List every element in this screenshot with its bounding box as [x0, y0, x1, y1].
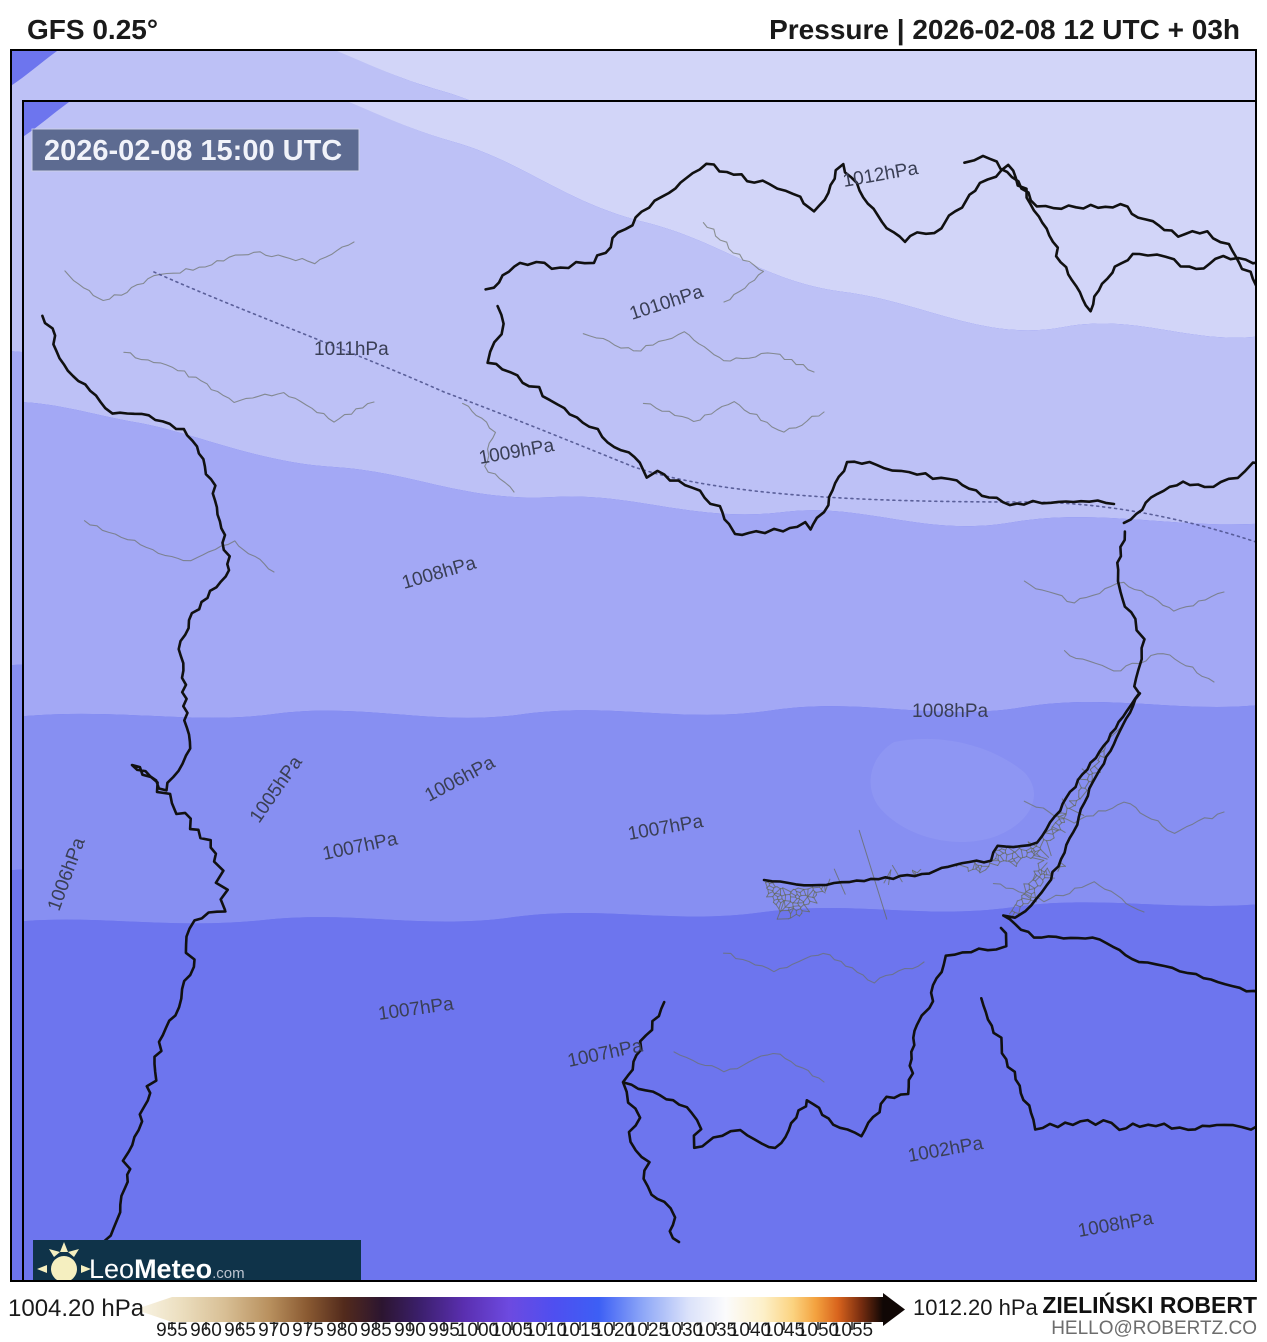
svg-text:980: 980	[326, 1320, 358, 1337]
svg-text:1055: 1055	[831, 1320, 873, 1337]
svg-text:975: 975	[292, 1320, 324, 1337]
svg-text:HELLO@ROBERTZ.CO: HELLO@ROBERTZ.CO	[1051, 1318, 1257, 1337]
svg-text:965: 965	[224, 1320, 256, 1337]
svg-text:990: 990	[394, 1320, 426, 1337]
svg-text:970: 970	[258, 1320, 290, 1337]
svg-text:1004.20 hPa: 1004.20 hPa	[8, 1295, 145, 1322]
svg-text:1008hPa: 1008hPa	[912, 701, 989, 722]
svg-text:960: 960	[190, 1320, 222, 1337]
svg-text:1012.20 hPa: 1012.20 hPa	[913, 1295, 1039, 1320]
svg-text:955: 955	[156, 1320, 188, 1337]
svg-text:1011hPa: 1011hPa	[314, 339, 389, 360]
svg-text:2026-02-08 15:00 UTC: 2026-02-08 15:00 UTC	[44, 135, 342, 167]
svg-text:995: 995	[428, 1320, 460, 1337]
svg-text:985: 985	[360, 1320, 392, 1337]
svg-text:ZIELIŃSKI ROBERT: ZIELIŃSKI ROBERT	[1042, 1291, 1257, 1318]
